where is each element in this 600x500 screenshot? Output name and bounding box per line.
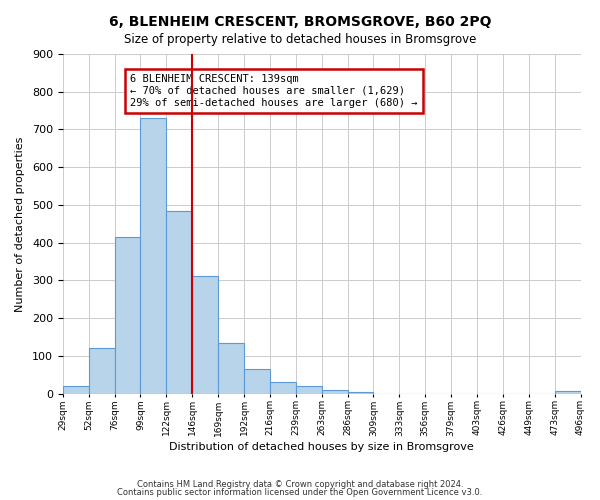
Y-axis label: Number of detached properties: Number of detached properties <box>15 136 25 312</box>
Bar <box>244 369 270 394</box>
Bar <box>296 386 322 394</box>
Text: Contains public sector information licensed under the Open Government Licence v3: Contains public sector information licen… <box>118 488 482 497</box>
Bar <box>270 382 296 394</box>
Bar <box>115 237 140 394</box>
Text: 6 BLENHEIM CRESCENT: 139sqm
← 70% of detached houses are smaller (1,629)
29% of : 6 BLENHEIM CRESCENT: 139sqm ← 70% of det… <box>130 74 418 108</box>
Bar <box>63 386 89 394</box>
Text: Contains HM Land Registry data © Crown copyright and database right 2024.: Contains HM Land Registry data © Crown c… <box>137 480 463 489</box>
Bar <box>166 212 192 394</box>
Bar <box>218 344 244 394</box>
Text: Size of property relative to detached houses in Bromsgrove: Size of property relative to detached ho… <box>124 32 476 46</box>
Bar <box>347 392 373 394</box>
Bar <box>554 391 581 394</box>
Bar <box>140 118 166 394</box>
Bar <box>192 276 218 394</box>
Bar <box>322 390 347 394</box>
X-axis label: Distribution of detached houses by size in Bromsgrove: Distribution of detached houses by size … <box>169 442 474 452</box>
Bar <box>89 348 115 394</box>
Text: 6, BLENHEIM CRESCENT, BROMSGROVE, B60 2PQ: 6, BLENHEIM CRESCENT, BROMSGROVE, B60 2P… <box>109 15 491 29</box>
